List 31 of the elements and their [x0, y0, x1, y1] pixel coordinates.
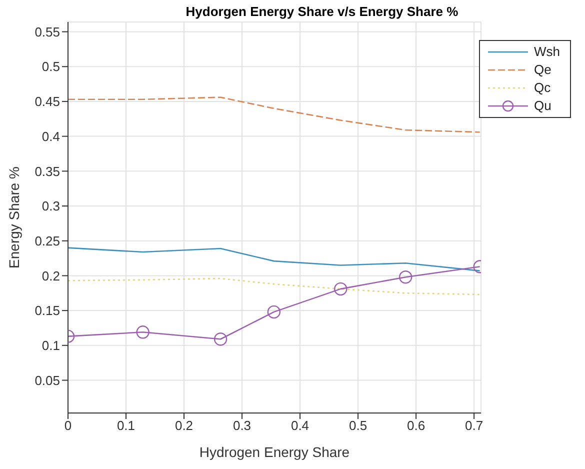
- legend-label: Qu: [534, 97, 552, 115]
- x-tick-label: 0: [64, 418, 72, 434]
- legend-label: Qe: [534, 61, 552, 79]
- x-tick-label: 0.2: [174, 418, 194, 434]
- point: [267, 305, 281, 319]
- y-tick-label: 0.35: [34, 164, 60, 179]
- line-series: [68, 96, 480, 133]
- y-tick-label: 0.25: [34, 233, 60, 248]
- line-series: [68, 278, 480, 296]
- y-tick-label: 0.2: [42, 268, 60, 284]
- x-axis-title: Hydrogen Energy Share: [199, 444, 350, 460]
- x-tick-label: 0.4: [290, 418, 310, 434]
- x-tick-label: 0.7: [465, 418, 484, 434]
- y-tick-label: 0.45: [34, 94, 60, 110]
- x-tick-label: 0.6: [406, 418, 426, 434]
- y-tick-label: 0.3: [42, 198, 60, 214]
- x-tick-label: 0.5: [348, 418, 368, 434]
- y-tick-label: 0.55: [34, 24, 60, 40]
- legend-label: Qc: [534, 79, 551, 97]
- chart-title: Hydorgen Energy Share v/s Energy Share %: [184, 4, 460, 19]
- y-tick-label: 0.05: [34, 372, 60, 388]
- y-tick-label: 0.5: [42, 59, 60, 74]
- y-tick-label: 0.1: [42, 338, 60, 354]
- legend-label: Wsh: [534, 43, 560, 61]
- y-tick-label: 0.15: [34, 303, 60, 318]
- y-axis-title: Energy Share %: [6, 166, 22, 268]
- point: [214, 332, 228, 346]
- y-tick-label: 0.4: [42, 128, 60, 144]
- x-tick-label: 0.1: [116, 418, 136, 434]
- x-tick-label: 0.3: [232, 418, 252, 434]
- point: [334, 282, 348, 296]
